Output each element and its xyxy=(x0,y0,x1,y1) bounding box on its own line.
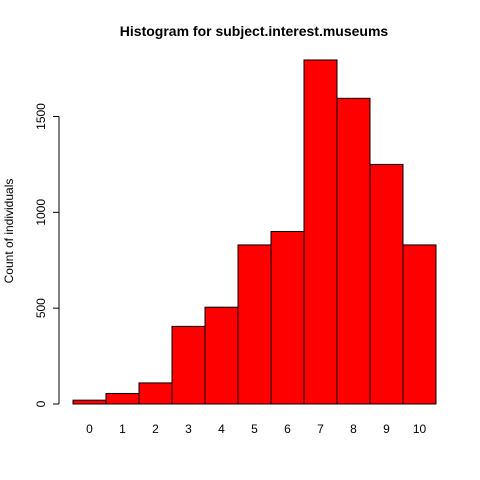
bar-2 xyxy=(138,382,173,405)
x-tick-label: 9 xyxy=(383,422,390,436)
x-tick-label: 0 xyxy=(86,422,93,436)
bar-10 xyxy=(402,244,437,405)
bar-8 xyxy=(336,97,371,405)
y-tick-label: 0 xyxy=(34,400,48,407)
bar-7 xyxy=(303,59,338,405)
y-axis-label: Count of individuals xyxy=(2,179,16,284)
x-tick-label: 10 xyxy=(413,422,427,436)
x-tick-label: 2 xyxy=(152,422,159,436)
x-tick-label: 6 xyxy=(284,422,291,436)
bar-9 xyxy=(369,163,404,405)
y-axis: 0 500 1000 1500 xyxy=(34,103,60,407)
x-tick-label: 7 xyxy=(317,422,324,436)
y-tick-label: 1500 xyxy=(34,103,48,130)
bar-6 xyxy=(270,231,305,405)
bar-3 xyxy=(171,325,206,405)
bar-0 xyxy=(72,399,107,405)
bar-4 xyxy=(204,306,239,405)
x-tick-label: 5 xyxy=(251,422,258,436)
x-tick-label: 3 xyxy=(185,422,192,436)
bars-group xyxy=(72,59,437,405)
chart-title: Histogram for subject.interest.museums xyxy=(120,23,389,39)
x-tick-label: 4 xyxy=(218,422,225,436)
x-tick-label: 8 xyxy=(350,422,357,436)
x-tick-label: 1 xyxy=(119,422,126,436)
bar-5 xyxy=(237,244,272,405)
y-tick-label: 500 xyxy=(34,298,48,318)
y-tick-label: 1000 xyxy=(34,199,48,226)
x-axis-tick-labels: 0 1 2 3 4 5 6 7 8 9 10 xyxy=(86,422,426,436)
bar-1 xyxy=(105,392,140,405)
